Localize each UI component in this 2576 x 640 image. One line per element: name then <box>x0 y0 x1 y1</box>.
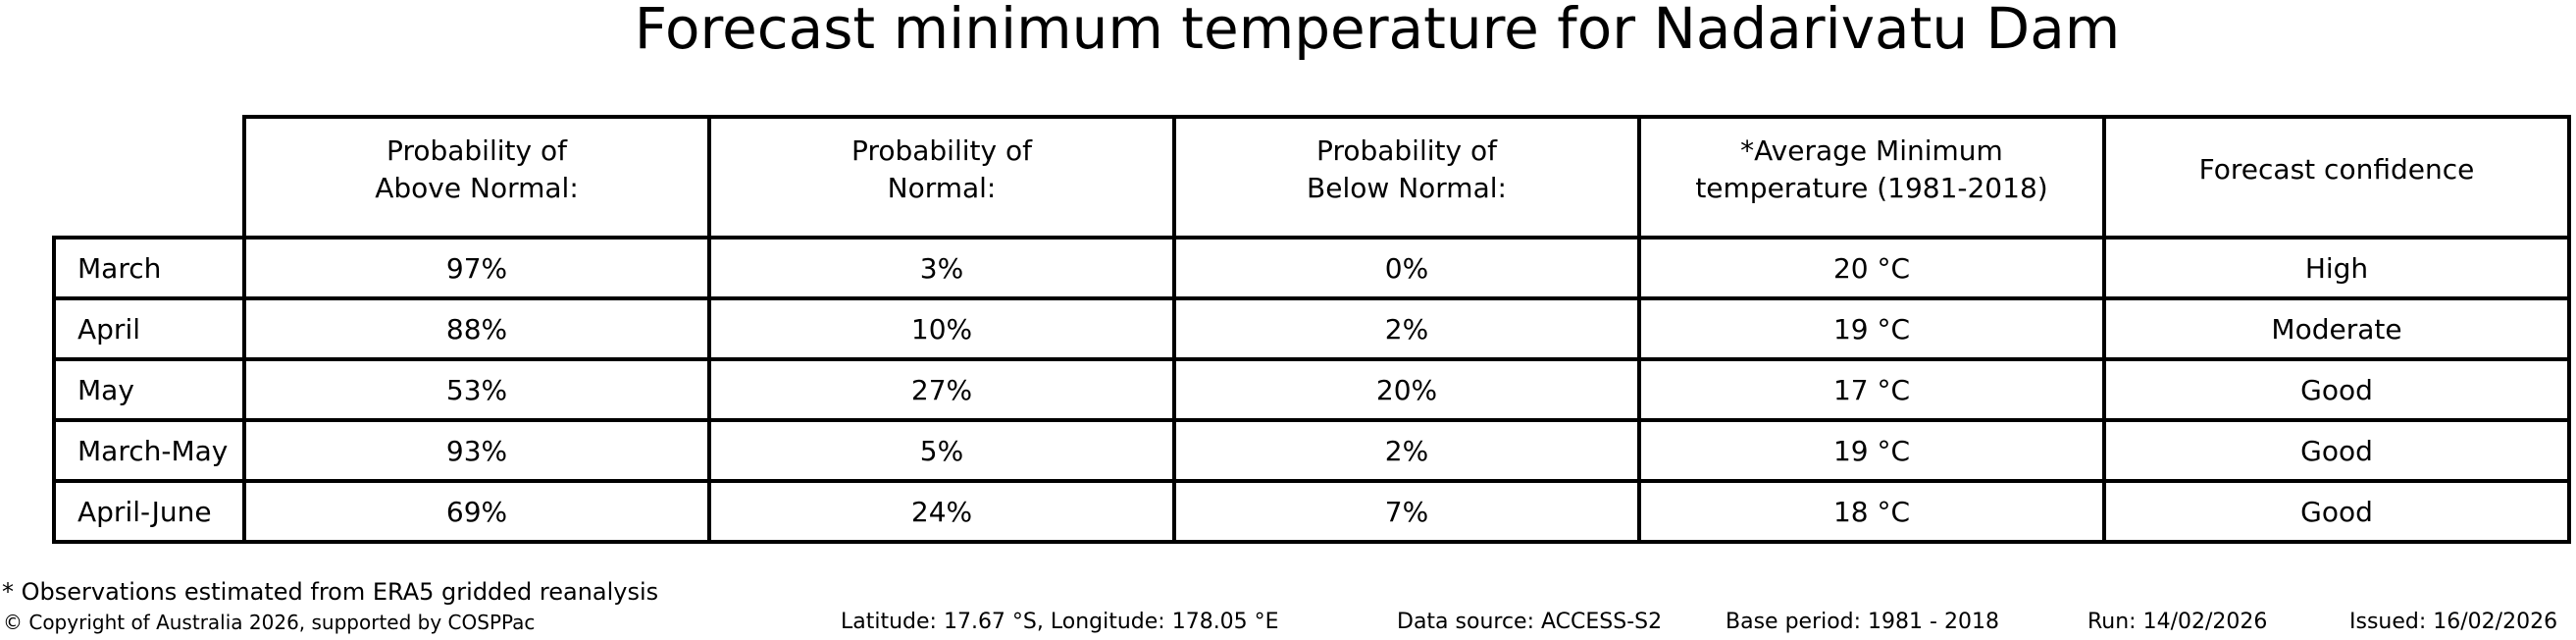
cell-below-normal: 2% <box>1172 296 1641 361</box>
cell-below-normal: 20% <box>1172 357 1641 422</box>
row-label: March <box>52 236 246 300</box>
cell-average-temp: 19 °C <box>1637 296 2106 361</box>
cell-confidence: Moderate <box>2102 296 2571 361</box>
column-header-average-minimum-temperature: *Average Minimum temperature (1981-2018) <box>1637 115 2106 240</box>
cell-normal: 3% <box>707 236 1176 300</box>
cell-confidence: Good <box>2102 479 2571 544</box>
cell-below-normal: 7% <box>1172 479 1641 544</box>
cell-confidence: Good <box>2102 418 2571 483</box>
row-label: April-June <box>52 479 246 544</box>
cell-below-normal: 0% <box>1172 236 1641 300</box>
run-date-text: Run: 14/02/2026 <box>2087 610 2268 634</box>
data-source-text: Data source: ACCESS-S2 <box>1397 610 1663 634</box>
page-title: Forecast minimum temperature for Nadariv… <box>634 0 2121 62</box>
cell-average-temp: 18 °C <box>1637 479 2106 544</box>
column-header-above-normal: Probability of Above Normal: <box>242 115 711 240</box>
row-label: March-May <box>52 418 246 483</box>
column-header-below-normal: Probability of Below Normal: <box>1172 115 1641 240</box>
cell-confidence: Good <box>2102 357 2571 422</box>
table-row-march-may: March-May 93% 5% 2% 19 °C Good <box>52 418 2571 483</box>
column-header-forecast-confidence: Forecast confidence <box>2102 115 2571 240</box>
table-row-may: May 53% 27% 20% 17 °C Good <box>52 357 2571 422</box>
cell-above-normal: 88% <box>242 296 711 361</box>
observations-footnote: * Observations estimated from ERA5 gridd… <box>2 578 659 606</box>
cell-average-temp: 20 °C <box>1637 236 2106 300</box>
cell-above-normal: 53% <box>242 357 711 422</box>
cell-above-normal: 93% <box>242 418 711 483</box>
copyright-text: © Copyright of Australia 2026, supported… <box>3 611 536 634</box>
cell-normal: 24% <box>707 479 1176 544</box>
table-row-march: March 97% 3% 0% 20 °C High <box>52 236 2571 300</box>
table-row-april: April 88% 10% 2% 19 °C Moderate <box>52 296 2571 361</box>
row-label: May <box>52 357 246 422</box>
table-row-april-june: April-June 69% 24% 7% 18 °C Good <box>52 479 2571 544</box>
table-corner-blank <box>54 117 244 238</box>
cell-below-normal: 2% <box>1172 418 1641 483</box>
table-header-row: Probability of Above Normal: Probability… <box>54 115 2571 240</box>
cell-above-normal: 69% <box>242 479 711 544</box>
issued-date-text: Issued: 16/02/2026 <box>2349 610 2558 634</box>
row-label: April <box>52 296 246 361</box>
cell-above-normal: 97% <box>242 236 711 300</box>
base-period-text: Base period: 1981 - 2018 <box>1726 610 1999 634</box>
cell-normal: 10% <box>707 296 1176 361</box>
cell-normal: 5% <box>707 418 1176 483</box>
location-coordinates-text: Latitude: 17.67 °S, Longitude: 178.05 °E <box>841 610 1279 634</box>
cell-average-temp: 19 °C <box>1637 418 2106 483</box>
cell-confidence: High <box>2102 236 2571 300</box>
footer-metadata-line: © Copyright of Australia 2026, supported… <box>0 603 2576 638</box>
column-header-normal: Probability of Normal: <box>707 115 1176 240</box>
cell-normal: 27% <box>707 357 1176 422</box>
forecast-table: Probability of Above Normal: Probability… <box>52 115 2571 544</box>
cell-average-temp: 17 °C <box>1637 357 2106 422</box>
